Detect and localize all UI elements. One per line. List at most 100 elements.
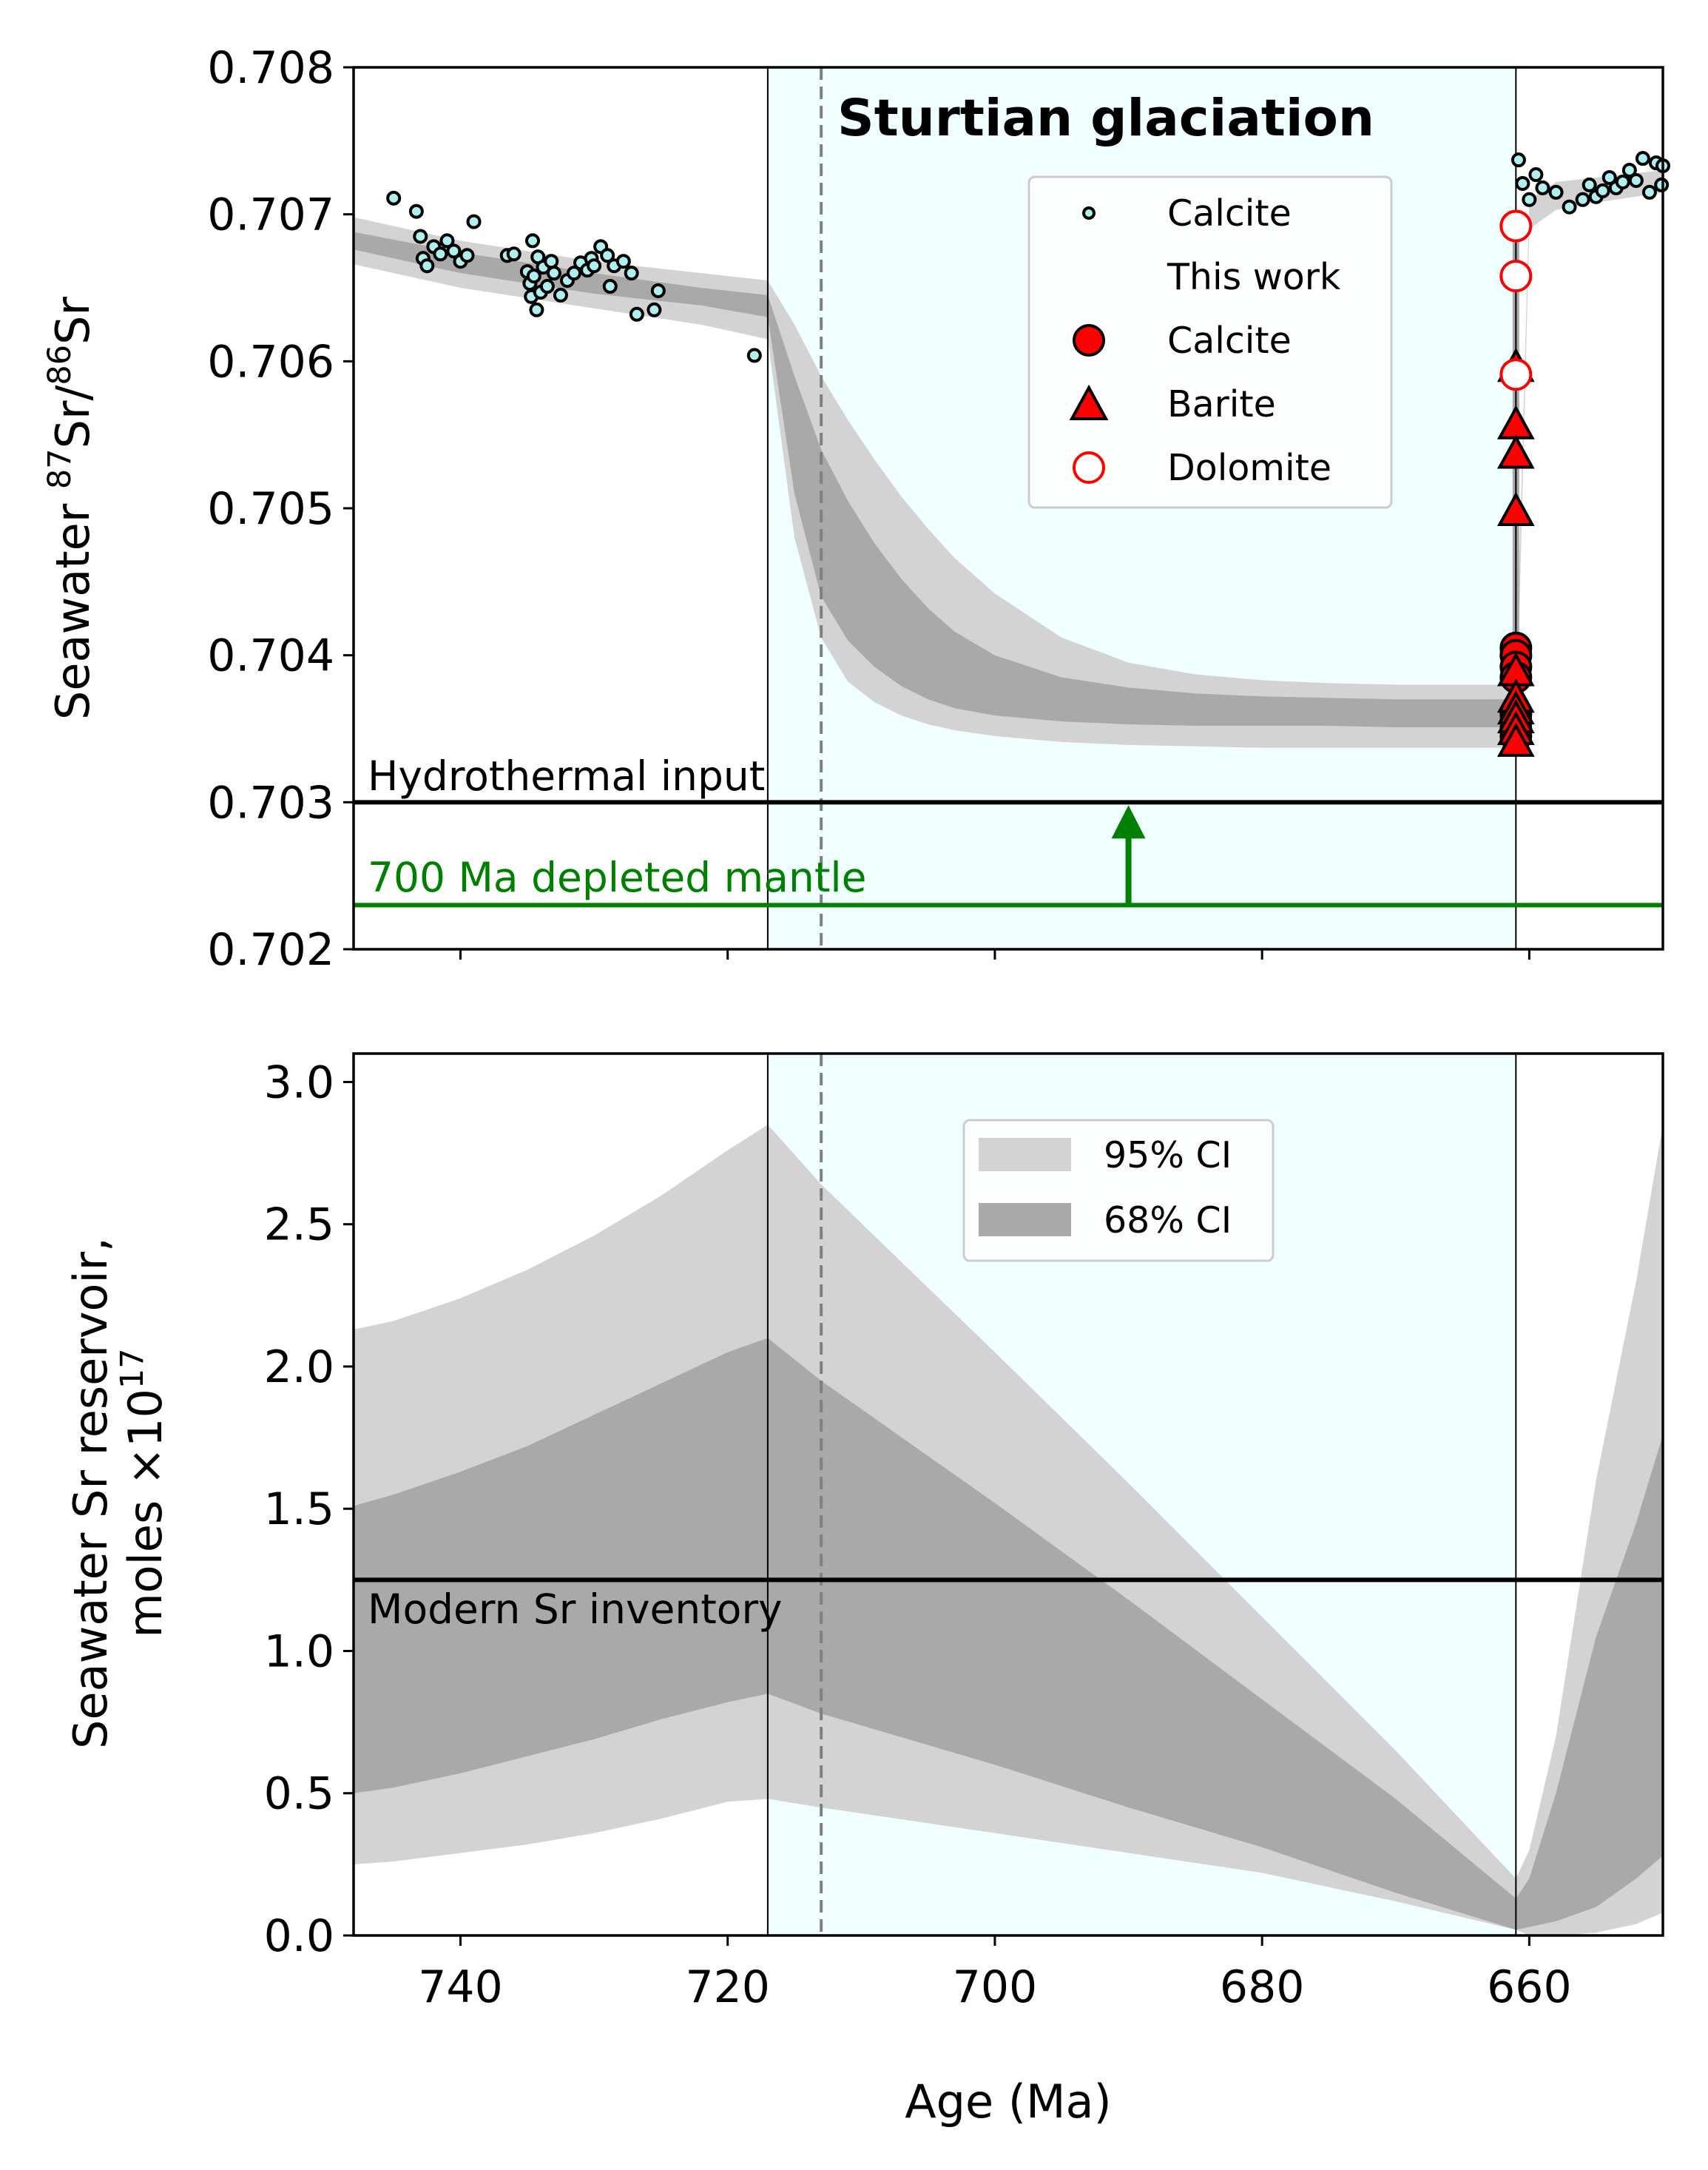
- calcite-compilation-point: [446, 243, 462, 259]
- hydrothermal-input-label: Hydrothermal input: [368, 752, 765, 800]
- calcite-compilation-point: [1635, 151, 1650, 166]
- calcite-compilation-point: [433, 246, 448, 262]
- calcite-compilation-point: [615, 254, 631, 269]
- calcite-compilation-point: [1615, 174, 1630, 189]
- calcite-compilation-point: [1595, 183, 1610, 198]
- bottom-axis-ticks: 0.0 0.5 1.0 1.5 2.0 2.5 3.0 740 720 700 680 660: [264, 1057, 1572, 2013]
- legend-dolomite-marker: [1073, 451, 1105, 484]
- legend-calcite-compilation-label: Calcite: [1167, 192, 1292, 235]
- bottom-x-tick-label: 720: [685, 1961, 770, 2013]
- calcite-compilation-point: [567, 266, 582, 281]
- calcite-compilation-point: [1601, 170, 1617, 185]
- calcite-compilation-point: [1548, 184, 1564, 200]
- calcite-compilation-point: [1522, 192, 1537, 207]
- calcite-compilation-point: [650, 283, 666, 298]
- calcite-compilation-point: [1654, 177, 1670, 192]
- barite-point: [1496, 491, 1535, 526]
- calcite-compilation-point: [647, 302, 662, 317]
- legend-calcite-this-work-label: Calcite: [1167, 320, 1292, 362]
- calcite-compilation-point: [526, 269, 541, 284]
- top-legend: Calcite This work Calcite Barite Dolomit…: [1027, 175, 1393, 509]
- bottom-y-tick-label: 2.0: [264, 1341, 334, 1393]
- legend-ci95-label: 95% CI: [1104, 1134, 1232, 1176]
- bottom-y-axis-label-line2: moles ×1017: [114, 1348, 172, 1637]
- x-axis-label: Age (Ma): [905, 2075, 1111, 2129]
- calcite-compilation-point: [600, 248, 615, 263]
- bottom-x-tick-label: 680: [1220, 1961, 1305, 2013]
- bottom-y-axis-label-line1: Seawater Sr reservoir,: [64, 1237, 118, 1749]
- calcite-compilation-point: [1641, 184, 1657, 200]
- bottom-y-tick-label: 1.0: [264, 1625, 334, 1677]
- calcite-compilation-point: [386, 190, 402, 206]
- legend-calcite-compilation-marker: [1082, 206, 1096, 220]
- top-ylabel-mid: Sr/: [46, 385, 100, 449]
- legend-ci68-label: 68% CI: [1104, 1199, 1232, 1241]
- calcite-compilation-point: [525, 233, 541, 249]
- top-y-tick-label: 0.705: [207, 483, 334, 535]
- barite-point: [1496, 434, 1535, 469]
- calcite-compilation-point: [546, 266, 561, 281]
- calcite-compilation-point: [439, 233, 455, 249]
- calcite-compilation-point: [746, 348, 762, 363]
- calcite-compilation-point: [413, 229, 428, 244]
- top-ylabel-post: Sr: [46, 297, 100, 345]
- calcite-compilation-point: [539, 279, 555, 294]
- top-reference-lines: [354, 800, 1663, 908]
- top-legend-box: [1027, 175, 1393, 509]
- bottom-plot-frame: [352, 1052, 1664, 1937]
- bottom-legend: 95% CI 68% CI: [962, 1119, 1275, 1262]
- top-post-glacial-band: [1516, 170, 1663, 748]
- bottom-confidence-bands: [354, 1125, 1663, 1935]
- top-y-tick-label: 0.708: [207, 42, 334, 94]
- bottom-x-tick-label: 700: [953, 1961, 1038, 2013]
- calcite-compilation-point: [466, 214, 482, 229]
- bottom-x-tick-label: 740: [418, 1961, 503, 2013]
- calcite-compilation-point: [1515, 175, 1530, 191]
- calcite-compilation-point: [1510, 152, 1526, 168]
- calcite-compilation-point: [629, 306, 644, 322]
- top-ylabel-pre: Seawater: [46, 489, 100, 720]
- calcite-compilation-point: [553, 287, 568, 303]
- calcite-compilation-point: [544, 254, 559, 269]
- bottom-y-tick-label: 0.5: [264, 1768, 334, 1820]
- depleted-mantle-label: 700 Ma depleted mantle: [368, 854, 867, 901]
- calcite-compilation-point: [1582, 177, 1597, 192]
- calcite-compilation-point: [408, 203, 424, 219]
- calcite-compilation-point: [1628, 172, 1644, 188]
- legend-ci68-swatch: [979, 1203, 1071, 1236]
- bottom-y-tick-label: 1.5: [264, 1483, 334, 1535]
- top-annotation-title: Sturtian glaciation: [837, 89, 1374, 148]
- legend-dolomite-label: Dolomite: [1167, 447, 1331, 489]
- bottom-panel: 0.0 0.5 1.0 1.5 2.0 2.5 3.0 740 720 700 680 660 Mod…: [64, 1052, 1664, 2129]
- calcite-compilation-point: [587, 258, 602, 274]
- calcite-compilation-point: [1562, 199, 1577, 215]
- bottom-y-tick-label: 2.5: [264, 1199, 334, 1251]
- top-panel: 0.702 0.703 0.704 0.705 0.706 0.707 0.708 Stur…: [41, 42, 1670, 976]
- top-y-tick-label: 0.707: [207, 189, 334, 241]
- modern-sr-inventory-label: Modern Sr inventory: [368, 1586, 783, 1633]
- top-axis-ticks: 0.702 0.703 0.704 0.705 0.706 0.707 0.708: [207, 42, 1530, 976]
- bottom-y-tick-label: 3.0: [264, 1057, 334, 1108]
- bottom-x-tick-label: 660: [1487, 1961, 1572, 2013]
- calcite-compilation-point: [1535, 180, 1550, 195]
- bottom-ylabel-line2-exponent: 17: [114, 1348, 151, 1389]
- calcite-compilation-point: [529, 302, 544, 317]
- bottom-ci68-band: [354, 1338, 1663, 1930]
- top-y-tick-label: 0.706: [207, 336, 334, 388]
- bottom-ylabel-line2-text: moles ×10: [118, 1389, 172, 1638]
- top-y-tick-label: 0.702: [207, 924, 334, 976]
- calcite-compilation-point: [624, 266, 639, 281]
- bottom-boundary-lines: [766, 1054, 1517, 1935]
- calcite-compilation-point: [1621, 163, 1637, 178]
- calcite-compilation-point: [506, 246, 521, 262]
- legend-barite-label: Barite: [1167, 383, 1276, 425]
- calcite-compilation-point: [459, 248, 475, 263]
- top-data-points: [386, 151, 1670, 757]
- calcite-compilation-point: [602, 279, 618, 294]
- dolomite-point: [1499, 358, 1533, 391]
- legend-barite-marker: [1069, 384, 1109, 420]
- dolomite-point: [1499, 209, 1533, 243]
- top-y-tick-label: 0.703: [207, 777, 334, 829]
- calcite-compilation-point: [1575, 192, 1590, 207]
